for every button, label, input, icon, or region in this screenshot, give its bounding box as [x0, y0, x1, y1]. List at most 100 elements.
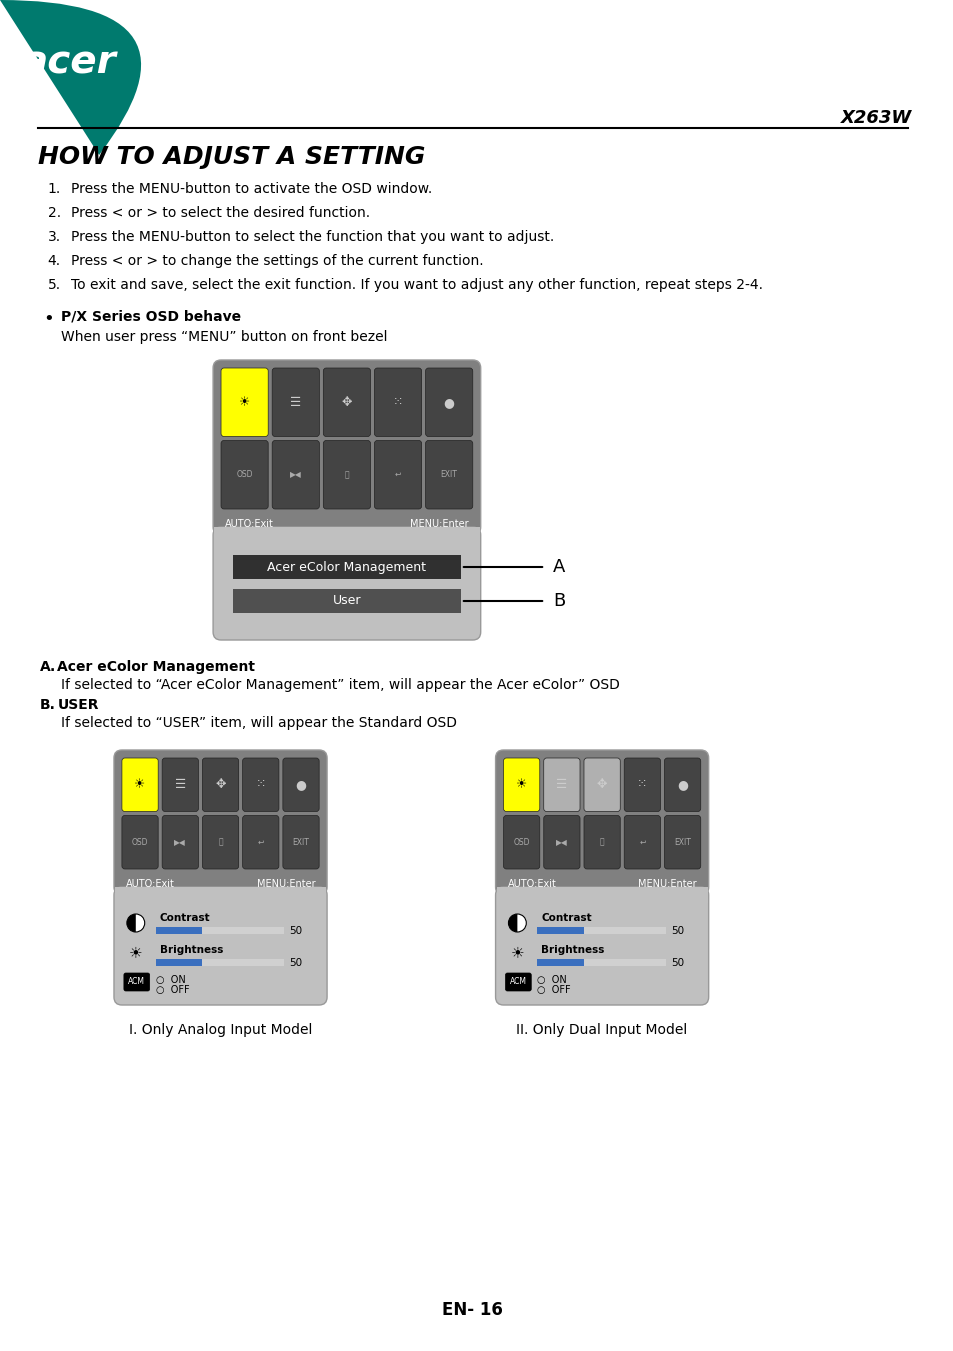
Text: USER: USER: [57, 698, 99, 712]
FancyBboxPatch shape: [122, 816, 158, 869]
Text: ☀: ☀: [134, 778, 146, 792]
Text: ○  OFF: ○ OFF: [155, 985, 189, 994]
Text: If selected to “USER” item, will appear the Standard OSD: If selected to “USER” item, will appear …: [61, 716, 457, 730]
Text: 50: 50: [670, 958, 683, 967]
Text: Press < or > to change the settings of the current function.: Press < or > to change the settings of t…: [71, 254, 483, 267]
FancyBboxPatch shape: [664, 816, 700, 869]
Bar: [537, 927, 665, 934]
Text: EXIT: EXIT: [293, 838, 309, 847]
Text: ●: ●: [295, 778, 306, 792]
FancyBboxPatch shape: [323, 440, 370, 509]
Text: EXIT: EXIT: [440, 470, 457, 480]
FancyBboxPatch shape: [113, 750, 327, 894]
FancyBboxPatch shape: [375, 440, 421, 509]
Text: X263W: X263W: [840, 109, 911, 127]
FancyBboxPatch shape: [425, 367, 473, 436]
Text: ✥: ✥: [215, 778, 226, 792]
Text: ○  OFF: ○ OFF: [537, 985, 570, 994]
Text: EN- 16: EN- 16: [442, 1301, 502, 1319]
Bar: [213, 527, 479, 543]
Text: I. Only Analog Input Model: I. Only Analog Input Model: [129, 1023, 312, 1038]
Text: Contrast: Contrast: [159, 913, 210, 923]
FancyBboxPatch shape: [242, 758, 278, 812]
Text: 4.: 4.: [48, 254, 61, 267]
Text: ○  ON: ○ ON: [155, 975, 185, 985]
Text: EXIT: EXIT: [674, 838, 690, 847]
Bar: [115, 888, 326, 902]
Text: II. Only Dual Input Model: II. Only Dual Input Model: [516, 1023, 687, 1038]
Text: ✥: ✥: [341, 396, 352, 409]
Text: If selected to “Acer eColor Management” item, will appear the Acer eColor” OSD: If selected to “Acer eColor Management” …: [61, 678, 619, 692]
Text: AUTO:Exit: AUTO:Exit: [126, 880, 174, 889]
Bar: [537, 959, 665, 966]
FancyBboxPatch shape: [503, 758, 539, 812]
Text: 3.: 3.: [48, 230, 61, 245]
Text: ↩: ↩: [257, 838, 264, 847]
Text: A: A: [553, 558, 565, 576]
FancyBboxPatch shape: [283, 816, 319, 869]
Text: 2.: 2.: [48, 205, 61, 220]
Text: Contrast: Contrast: [540, 913, 591, 923]
Text: Acer eColor Management: Acer eColor Management: [57, 661, 255, 674]
Text: ↩: ↩: [639, 838, 645, 847]
Text: OSD: OSD: [513, 838, 529, 847]
Text: Brightness: Brightness: [159, 944, 223, 955]
FancyBboxPatch shape: [202, 758, 238, 812]
Text: ⓘ: ⓘ: [344, 470, 349, 480]
Text: MENU:Enter: MENU:Enter: [638, 880, 696, 889]
Text: 50: 50: [289, 958, 302, 967]
Text: ▶◀: ▶◀: [174, 838, 186, 847]
FancyBboxPatch shape: [122, 758, 158, 812]
Text: ▶◀: ▶◀: [290, 470, 301, 480]
Text: ▶◀: ▶◀: [556, 838, 567, 847]
Text: ☀: ☀: [129, 946, 142, 961]
Bar: [233, 589, 460, 613]
Text: OSD: OSD: [132, 838, 148, 847]
Text: 5.: 5.: [48, 278, 61, 292]
Text: ACM: ACM: [509, 978, 526, 986]
Text: ☀: ☀: [239, 396, 250, 409]
Text: ☰: ☰: [556, 778, 567, 792]
Text: ☀: ☀: [510, 946, 523, 961]
FancyBboxPatch shape: [664, 758, 700, 812]
FancyBboxPatch shape: [505, 973, 531, 992]
Text: ⓘ: ⓘ: [599, 838, 604, 847]
Text: A.: A.: [40, 661, 56, 674]
FancyBboxPatch shape: [323, 367, 370, 436]
Text: Acer eColor Management: Acer eColor Management: [267, 561, 426, 574]
Bar: [233, 555, 460, 580]
Text: •: •: [44, 309, 54, 328]
Text: ✥: ✥: [597, 778, 607, 792]
Text: AUTO:Exit: AUTO:Exit: [225, 519, 274, 530]
FancyBboxPatch shape: [202, 816, 238, 869]
FancyBboxPatch shape: [221, 367, 268, 436]
Text: ⁙: ⁙: [637, 778, 647, 792]
Text: ●: ●: [677, 778, 687, 792]
Text: ⁙: ⁙: [393, 396, 403, 409]
Text: MENU:Enter: MENU:Enter: [256, 880, 314, 889]
Text: P/X Series OSD behave: P/X Series OSD behave: [61, 309, 241, 324]
Text: ⓘ: ⓘ: [218, 838, 223, 847]
FancyBboxPatch shape: [543, 816, 579, 869]
FancyBboxPatch shape: [162, 816, 198, 869]
Text: HOW TO ADJUST A SETTING: HOW TO ADJUST A SETTING: [37, 145, 425, 169]
Text: When user press “MENU” button on front bezel: When user press “MENU” button on front b…: [61, 330, 388, 345]
Text: User: User: [333, 594, 361, 608]
FancyBboxPatch shape: [272, 440, 319, 509]
FancyBboxPatch shape: [583, 758, 619, 812]
Text: ☰: ☰: [290, 396, 301, 409]
Bar: [155, 959, 202, 966]
Text: acer: acer: [22, 43, 116, 81]
FancyBboxPatch shape: [124, 973, 150, 992]
FancyBboxPatch shape: [113, 888, 327, 1005]
Text: ↩: ↩: [395, 470, 401, 480]
FancyBboxPatch shape: [272, 367, 319, 436]
Text: Press the MENU-button to select the function that you want to adjust.: Press the MENU-button to select the func…: [71, 230, 554, 245]
FancyBboxPatch shape: [242, 816, 278, 869]
Bar: [537, 959, 583, 966]
Bar: [537, 927, 583, 934]
Text: ●: ●: [443, 396, 455, 409]
Text: 1.: 1.: [48, 182, 61, 196]
PathPatch shape: [0, 0, 141, 155]
FancyBboxPatch shape: [213, 359, 480, 535]
